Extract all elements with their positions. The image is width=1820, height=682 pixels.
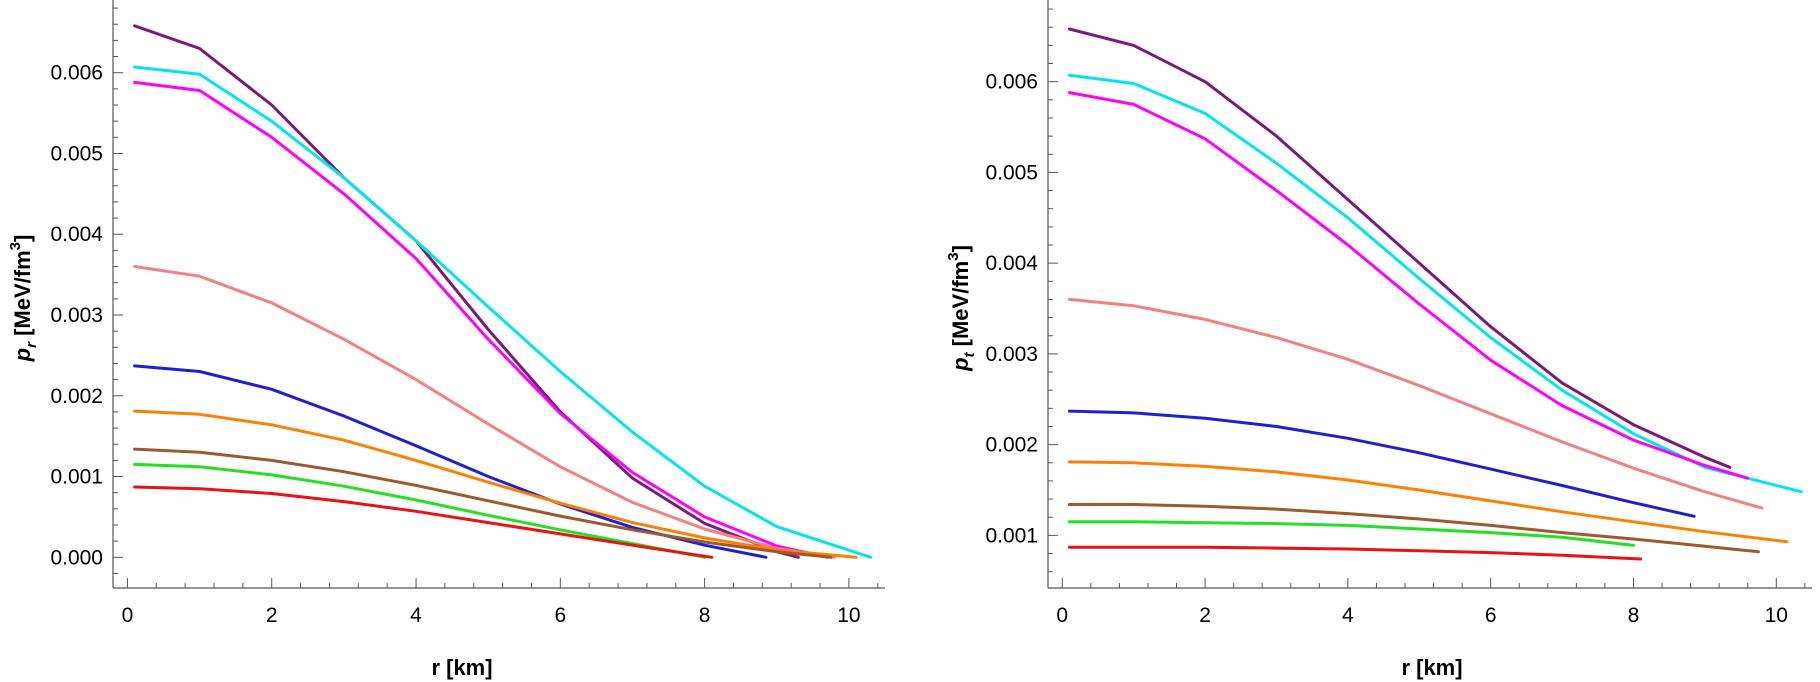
y-axis-title-superscript: 3 xyxy=(945,252,962,260)
y-tick-label: 0.003 xyxy=(50,304,103,327)
series-line-4 xyxy=(1067,297,1764,510)
y-axis-title: pt [MeV/fm3] xyxy=(945,245,978,372)
y-tick-label: 0.006 xyxy=(985,71,1038,94)
x-tick-label: 0 xyxy=(122,604,134,627)
y-axis-title-superscript: 3 xyxy=(7,242,24,250)
x-tick-label: 6 xyxy=(1485,604,1497,627)
y-tick-label: 0.002 xyxy=(50,385,103,408)
series-line-5 xyxy=(1067,409,1696,518)
x-tick-label: 6 xyxy=(554,604,566,627)
y-axis-title-close: ] xyxy=(10,235,35,242)
series-line-3 xyxy=(133,80,829,559)
x-tick-label: 4 xyxy=(410,604,422,627)
series-line-6 xyxy=(133,409,858,559)
series-line-2 xyxy=(133,65,873,559)
y-tick-label: 0.006 xyxy=(50,62,103,85)
y-tick-label: 0.001 xyxy=(50,466,103,489)
series-line-4 xyxy=(133,265,836,559)
x-tick-label: 8 xyxy=(699,604,711,627)
y-axis-title-unit: [MeV/fm xyxy=(948,261,973,353)
y-tick-label: 0.004 xyxy=(50,223,103,246)
panel-radial-pressure: 0 2 4 6 8 10 0.000 0.001 0.002 0.003 0.004 0.005 0.0… xyxy=(7,0,885,680)
series-line-2 xyxy=(1067,73,1803,494)
series-line-8 xyxy=(133,462,707,559)
y-tick-label: 0.003 xyxy=(985,343,1038,366)
y-axis-title: pr [MeV/fm3] xyxy=(7,235,40,363)
x-tick-label: 10 xyxy=(1765,604,1788,627)
x-tick-label: 2 xyxy=(1199,604,1211,627)
y-tick-label: 0.005 xyxy=(985,161,1038,184)
y-axis-title-symbol: p xyxy=(948,357,973,371)
x-tick-label: 0 xyxy=(1056,604,1068,627)
series-line-8 xyxy=(1067,520,1635,547)
y-tick-label: 0.001 xyxy=(985,524,1038,547)
y-tick-label: 0.000 xyxy=(50,546,103,569)
y-tick-label: 0.004 xyxy=(985,252,1038,275)
series-line-3 xyxy=(1067,91,1750,480)
series-line-6 xyxy=(1067,460,1789,544)
y-axis-title-close: ] xyxy=(948,245,973,252)
series-line-9 xyxy=(1067,545,1643,561)
y-tick-label: 0.005 xyxy=(50,142,103,165)
series-line-9 xyxy=(133,485,714,559)
x-tick-label: 4 xyxy=(1342,604,1354,627)
series-line-7 xyxy=(133,447,833,559)
y-axis-title-subscript: r xyxy=(23,341,40,348)
x-axis-title: r [km] xyxy=(1401,655,1462,680)
y-axis-title-subscript: t xyxy=(961,351,978,357)
y-tick-label: 0.002 xyxy=(985,434,1038,457)
panel-tangential-pressure: 0 2 4 6 8 10 0.001 0.002 0.003 0.004 0.005 0.006 r [… xyxy=(945,0,1812,680)
y-axis-title-symbol: p xyxy=(10,348,35,362)
x-axis-title: r [km] xyxy=(431,655,492,680)
y-axis-title-unit: [MeV/fm xyxy=(10,250,35,342)
x-tick-label: 8 xyxy=(1628,604,1640,627)
series-line-1 xyxy=(133,24,800,559)
x-tick-label: 2 xyxy=(266,604,278,627)
x-tick-label: 10 xyxy=(837,604,860,627)
series-line-7 xyxy=(1067,503,1760,554)
series-line-1 xyxy=(1067,27,1732,469)
